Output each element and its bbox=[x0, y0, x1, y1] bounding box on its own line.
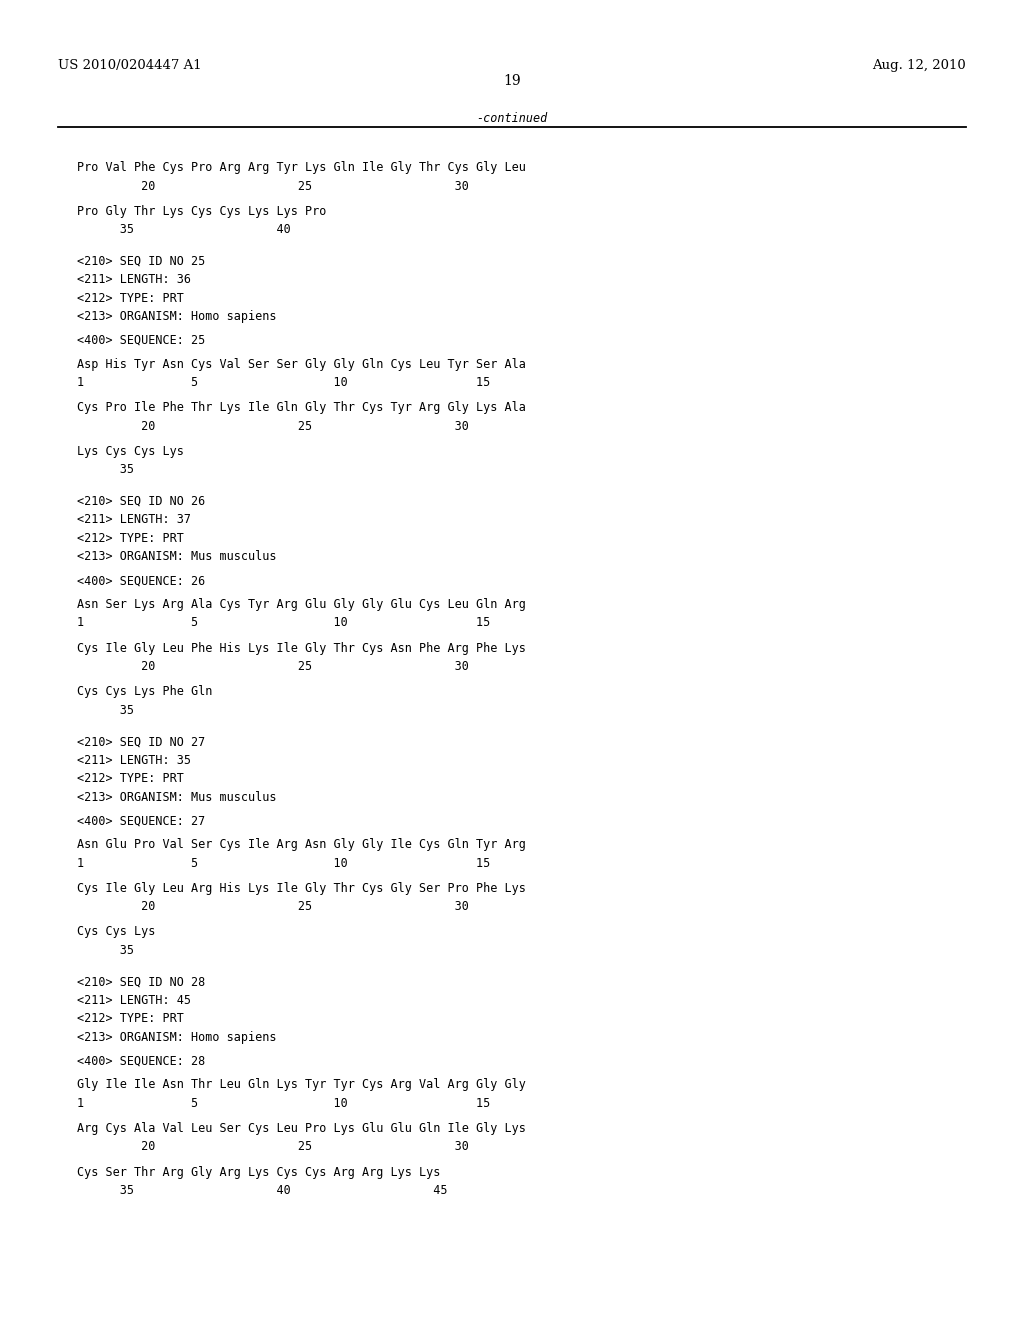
Text: <212> TYPE: PRT: <212> TYPE: PRT bbox=[77, 772, 183, 785]
Text: Lys Cys Cys Lys: Lys Cys Cys Lys bbox=[77, 445, 183, 458]
Text: <212> TYPE: PRT: <212> TYPE: PRT bbox=[77, 532, 183, 545]
Text: 35: 35 bbox=[77, 463, 134, 477]
Text: Cys Cys Lys: Cys Cys Lys bbox=[77, 925, 156, 939]
Text: Pro Gly Thr Lys Cys Cys Lys Lys Pro: Pro Gly Thr Lys Cys Cys Lys Lys Pro bbox=[77, 205, 327, 218]
Text: 19: 19 bbox=[503, 74, 521, 88]
Text: 1               5                   10                  15: 1 5 10 15 bbox=[77, 616, 490, 630]
Text: <210> SEQ ID NO 28: <210> SEQ ID NO 28 bbox=[77, 975, 205, 989]
Text: 35: 35 bbox=[77, 944, 134, 957]
Text: Cys Ser Thr Arg Gly Arg Lys Cys Cys Arg Arg Lys Lys: Cys Ser Thr Arg Gly Arg Lys Cys Cys Arg … bbox=[77, 1166, 440, 1179]
Text: Cys Cys Lys Phe Gln: Cys Cys Lys Phe Gln bbox=[77, 685, 212, 698]
Text: 20                    25                    30: 20 25 30 bbox=[77, 180, 469, 193]
Text: 20                    25                    30: 20 25 30 bbox=[77, 1140, 469, 1154]
Text: Aug. 12, 2010: Aug. 12, 2010 bbox=[871, 59, 966, 73]
Text: <211> LENGTH: 45: <211> LENGTH: 45 bbox=[77, 994, 190, 1007]
Text: Asn Ser Lys Arg Ala Cys Tyr Arg Glu Gly Gly Glu Cys Leu Gln Arg: Asn Ser Lys Arg Ala Cys Tyr Arg Glu Gly … bbox=[77, 598, 525, 611]
Text: Asp His Tyr Asn Cys Val Ser Ser Gly Gly Gln Cys Leu Tyr Ser Ala: Asp His Tyr Asn Cys Val Ser Ser Gly Gly … bbox=[77, 358, 525, 371]
Text: 35                    40: 35 40 bbox=[77, 223, 291, 236]
Text: Cys Pro Ile Phe Thr Lys Ile Gln Gly Thr Cys Tyr Arg Gly Lys Ala: Cys Pro Ile Phe Thr Lys Ile Gln Gly Thr … bbox=[77, 401, 525, 414]
Text: <213> ORGANISM: Mus musculus: <213> ORGANISM: Mus musculus bbox=[77, 791, 276, 804]
Text: 20                    25                    30: 20 25 30 bbox=[77, 660, 469, 673]
Text: <211> LENGTH: 37: <211> LENGTH: 37 bbox=[77, 513, 190, 527]
Text: 20                    25                    30: 20 25 30 bbox=[77, 420, 469, 433]
Text: Pro Val Phe Cys Pro Arg Arg Tyr Lys Gln Ile Gly Thr Cys Gly Leu: Pro Val Phe Cys Pro Arg Arg Tyr Lys Gln … bbox=[77, 161, 525, 174]
Text: 35: 35 bbox=[77, 704, 134, 717]
Text: 20                    25                    30: 20 25 30 bbox=[77, 900, 469, 913]
Text: 35                    40                    45: 35 40 45 bbox=[77, 1184, 447, 1197]
Text: 1               5                   10                  15: 1 5 10 15 bbox=[77, 376, 490, 389]
Text: Cys Ile Gly Leu Arg His Lys Ile Gly Thr Cys Gly Ser Pro Phe Lys: Cys Ile Gly Leu Arg His Lys Ile Gly Thr … bbox=[77, 882, 525, 895]
Text: <400> SEQUENCE: 28: <400> SEQUENCE: 28 bbox=[77, 1055, 205, 1068]
Text: <210> SEQ ID NO 25: <210> SEQ ID NO 25 bbox=[77, 255, 205, 268]
Text: <210> SEQ ID NO 26: <210> SEQ ID NO 26 bbox=[77, 495, 205, 508]
Text: <211> LENGTH: 35: <211> LENGTH: 35 bbox=[77, 754, 190, 767]
Text: Cys Ile Gly Leu Phe His Lys Ile Gly Thr Cys Asn Phe Arg Phe Lys: Cys Ile Gly Leu Phe His Lys Ile Gly Thr … bbox=[77, 642, 525, 655]
Text: <210> SEQ ID NO 27: <210> SEQ ID NO 27 bbox=[77, 735, 205, 748]
Text: <400> SEQUENCE: 25: <400> SEQUENCE: 25 bbox=[77, 334, 205, 347]
Text: <212> TYPE: PRT: <212> TYPE: PRT bbox=[77, 292, 183, 305]
Text: 1               5                   10                  15: 1 5 10 15 bbox=[77, 1097, 490, 1110]
Text: Gly Ile Ile Asn Thr Leu Gln Lys Tyr Tyr Cys Arg Val Arg Gly Gly: Gly Ile Ile Asn Thr Leu Gln Lys Tyr Tyr … bbox=[77, 1078, 525, 1092]
Text: Arg Cys Ala Val Leu Ser Cys Leu Pro Lys Glu Glu Gln Ile Gly Lys: Arg Cys Ala Val Leu Ser Cys Leu Pro Lys … bbox=[77, 1122, 525, 1135]
Text: US 2010/0204447 A1: US 2010/0204447 A1 bbox=[58, 59, 202, 73]
Text: <213> ORGANISM: Mus musculus: <213> ORGANISM: Mus musculus bbox=[77, 550, 276, 564]
Text: <400> SEQUENCE: 26: <400> SEQUENCE: 26 bbox=[77, 574, 205, 587]
Text: <400> SEQUENCE: 27: <400> SEQUENCE: 27 bbox=[77, 814, 205, 828]
Text: -continued: -continued bbox=[476, 112, 548, 125]
Text: <213> ORGANISM: Homo sapiens: <213> ORGANISM: Homo sapiens bbox=[77, 1031, 276, 1044]
Text: <212> TYPE: PRT: <212> TYPE: PRT bbox=[77, 1012, 183, 1026]
Text: <211> LENGTH: 36: <211> LENGTH: 36 bbox=[77, 273, 190, 286]
Text: 1               5                   10                  15: 1 5 10 15 bbox=[77, 857, 490, 870]
Text: <213> ORGANISM: Homo sapiens: <213> ORGANISM: Homo sapiens bbox=[77, 310, 276, 323]
Text: Asn Glu Pro Val Ser Cys Ile Arg Asn Gly Gly Ile Cys Gln Tyr Arg: Asn Glu Pro Val Ser Cys Ile Arg Asn Gly … bbox=[77, 838, 525, 851]
